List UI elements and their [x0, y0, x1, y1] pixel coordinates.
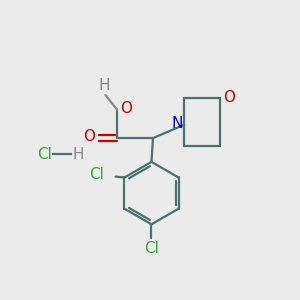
Text: H: H: [98, 78, 110, 93]
Text: Cl: Cl: [144, 241, 159, 256]
Text: O: O: [83, 129, 95, 144]
Text: Cl: Cl: [89, 167, 104, 182]
Text: N: N: [171, 116, 183, 131]
Text: Cl: Cl: [37, 147, 52, 162]
Text: O: O: [120, 101, 132, 116]
Text: O: O: [224, 91, 236, 106]
Text: H: H: [73, 147, 84, 162]
